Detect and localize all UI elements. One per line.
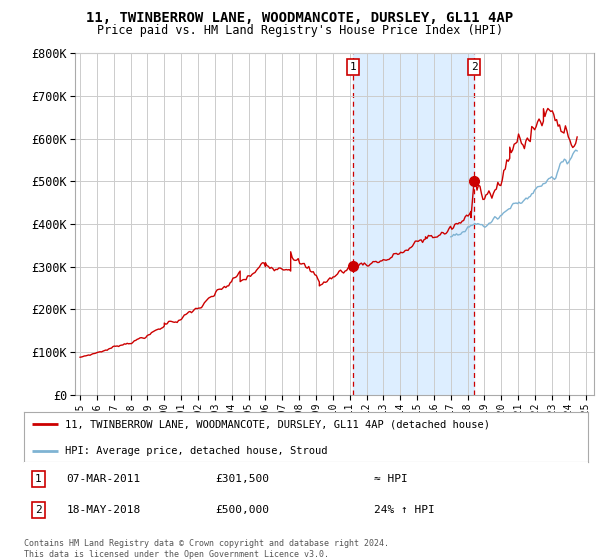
Text: HPI: Average price, detached house, Stroud: HPI: Average price, detached house, Stro…	[65, 446, 327, 456]
Text: Price paid vs. HM Land Registry's House Price Index (HPI): Price paid vs. HM Land Registry's House …	[97, 24, 503, 36]
Text: 2: 2	[35, 505, 41, 515]
Text: 24% ↑ HPI: 24% ↑ HPI	[374, 505, 434, 515]
Text: 1: 1	[35, 474, 41, 484]
Bar	[353, 53, 474, 395]
Text: £301,500: £301,500	[216, 474, 270, 484]
Text: 07-MAR-2011: 07-MAR-2011	[66, 474, 140, 484]
Text: 2: 2	[470, 62, 478, 72]
Text: Contains HM Land Registry data © Crown copyright and database right 2024.
This d: Contains HM Land Registry data © Crown c…	[24, 539, 389, 559]
Text: 18-MAY-2018: 18-MAY-2018	[66, 505, 140, 515]
Text: ≈ HPI: ≈ HPI	[374, 474, 407, 484]
Text: 11, TWINBERROW LANE, WOODMANCOTE, DURSLEY, GL11 4AP: 11, TWINBERROW LANE, WOODMANCOTE, DURSLE…	[86, 11, 514, 25]
Text: 11, TWINBERROW LANE, WOODMANCOTE, DURSLEY, GL11 4AP (detached house): 11, TWINBERROW LANE, WOODMANCOTE, DURSLE…	[65, 419, 490, 429]
Text: 1: 1	[349, 62, 356, 72]
Text: £500,000: £500,000	[216, 505, 270, 515]
